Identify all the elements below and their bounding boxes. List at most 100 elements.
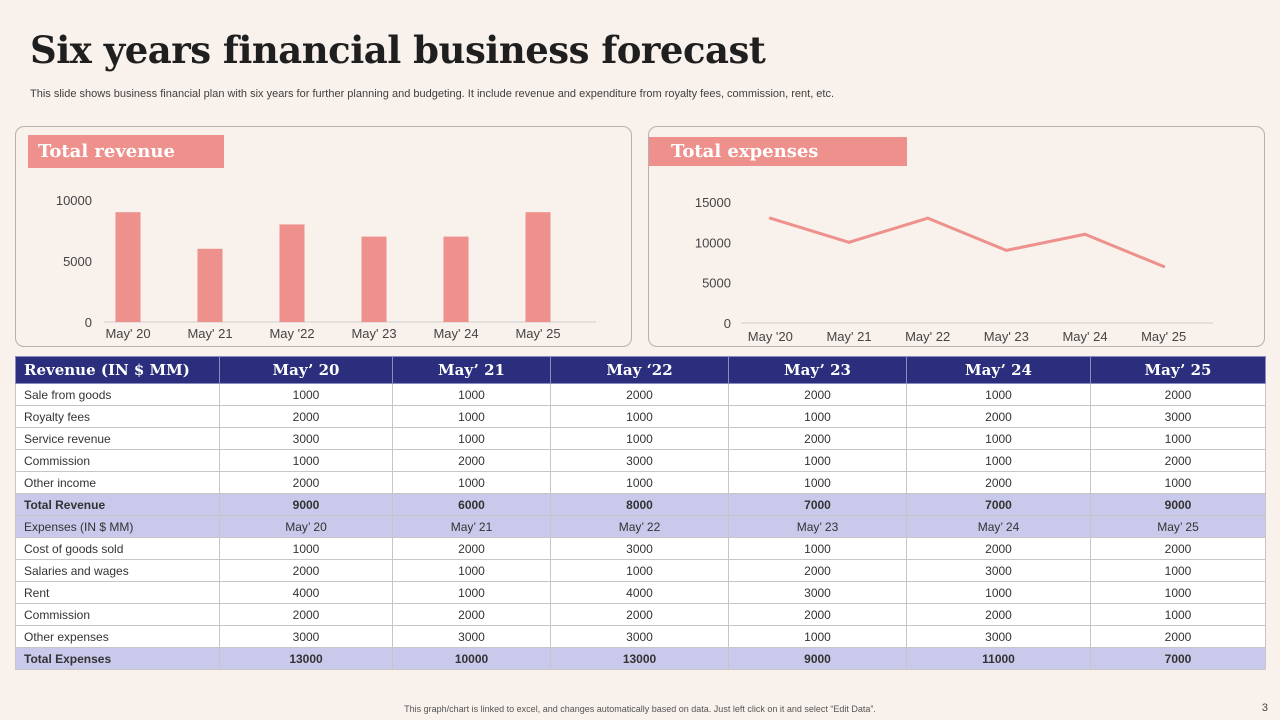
table-cell: 3000 — [219, 625, 393, 648]
table-cell: 2000 — [906, 405, 1091, 428]
table-cell: 1000 — [550, 405, 729, 428]
table-body: Sale from goods 1000 1000 2000 2000 1000 2000 R… — [15, 383, 1266, 670]
table-cell: 2000 — [392, 449, 551, 472]
row-label: Service revenue — [15, 427, 220, 450]
table-cell: 1000 — [219, 383, 393, 406]
table-cell: 3000 — [906, 559, 1091, 582]
table-cell: 2000 — [1090, 383, 1266, 406]
x-tick-label: May' 25 — [1141, 329, 1186, 344]
row-label: Expenses (IN $ MM) — [15, 515, 220, 538]
row-label: Royalty fees — [15, 405, 220, 428]
page-title: Six years financial business forecast — [30, 28, 766, 72]
revenue-chart-panel[interactable]: 0 5000 10000 May' 20 May' 21 May '22 May' 23 Ma… — [15, 126, 632, 347]
table-cell: 1000 — [219, 449, 393, 472]
table-cell: 9000 — [728, 647, 907, 670]
table-cell: May’ 22 — [550, 515, 729, 538]
table-cell: 3000 — [1090, 405, 1266, 428]
table-cell: 4000 — [219, 581, 393, 604]
table-cell: 2000 — [728, 383, 907, 406]
table-cell: 6000 — [392, 493, 551, 516]
table-header-period: May’ 20 — [219, 356, 393, 384]
table-cell: 3000 — [392, 625, 551, 648]
table-cell: May’ 21 — [392, 515, 551, 538]
table-cell: 1000 — [728, 471, 907, 494]
revenue-bar-chart[interactable]: 0 5000 10000 May' 20 May' 21 May '22 May' 23 Ma… — [16, 127, 633, 348]
table-cell: 10000 — [392, 647, 551, 670]
revenue-bar — [279, 224, 305, 322]
table-cell: 8000 — [550, 493, 729, 516]
table-cell: 9000 — [1090, 493, 1266, 516]
table-cell: 1000 — [550, 559, 729, 582]
table-cell: 2000 — [550, 603, 729, 626]
y-tick-label: 10000 — [695, 235, 731, 250]
page-subtitle: This slide shows business financial plan… — [30, 88, 835, 100]
table-header-period: May’ 21 — [392, 356, 551, 384]
x-tick-label: May' 24 — [1062, 329, 1107, 344]
x-tick-label: May' 23 — [984, 329, 1029, 344]
x-tick-label: May' 21 — [826, 329, 871, 344]
table-cell: 7000 — [728, 493, 907, 516]
expenses-line-chart[interactable]: 0 5000 10000 15000 May '20 May' 21 May' 22 May'… — [649, 127, 1266, 348]
expenses-chart-title: Total expenses — [649, 137, 907, 166]
table-header-period: May’ 25 — [1090, 356, 1266, 384]
table-cell: 2000 — [1090, 625, 1266, 648]
table-cell: 1000 — [219, 537, 393, 560]
table-cell: May’ 20 — [219, 515, 393, 538]
table-header-period: May’ 23 — [728, 356, 907, 384]
total-row: Total Revenue 9000 6000 8000 7000 7000 9000 — [15, 493, 1266, 516]
row-label: Rent — [15, 581, 220, 604]
row-label: Commission — [15, 449, 220, 472]
table-cell: 2000 — [392, 603, 551, 626]
table-cell: 2000 — [906, 537, 1091, 560]
table-row: Commission 2000 2000 2000 2000 2000 1000 — [15, 603, 1266, 626]
table-cell: 1000 — [906, 427, 1091, 450]
y-tick-label: 10000 — [56, 193, 92, 208]
table-cell: 2000 — [1090, 537, 1266, 560]
table-cell: 1000 — [1090, 581, 1266, 604]
x-tick-label: May' 24 — [433, 326, 478, 341]
y-tick-label: 15000 — [695, 195, 731, 210]
row-label: Other expenses — [15, 625, 220, 648]
section-header-row: Expenses (IN $ MM) May’ 20 May’ 21 May’ 22 M… — [15, 515, 1266, 538]
table-cell: 3000 — [550, 625, 729, 648]
row-label: Commission — [15, 603, 220, 626]
expenses-chart-panel[interactable]: 0 5000 10000 15000 May '20 May' 21 May' 22 May'… — [648, 126, 1265, 347]
table-cell: 7000 — [906, 493, 1091, 516]
table-cell: 1000 — [906, 581, 1091, 604]
table-cell: 1000 — [1090, 559, 1266, 582]
table-cell: 11000 — [906, 647, 1091, 670]
table-cell: 1000 — [550, 471, 729, 494]
table-cell: 2000 — [219, 603, 393, 626]
row-label: Sale from goods — [15, 383, 220, 406]
table-row: Rent 4000 1000 4000 3000 1000 1000 — [15, 581, 1266, 604]
row-label: Salaries and wages — [15, 559, 220, 582]
table-row: Salaries and wages 2000 1000 1000 2000 3000 10… — [15, 559, 1266, 582]
table-cell: 9000 — [219, 493, 393, 516]
table-header-period: May ‘22 — [550, 356, 729, 384]
table-cell: 2000 — [219, 559, 393, 582]
table-cell: 1000 — [1090, 471, 1266, 494]
table-cell: 7000 — [1090, 647, 1266, 670]
table-header-row: Revenue (IN $ MM) May’ 20 May’ 21 May ‘22 Ma… — [15, 356, 1266, 384]
table-cell: 1000 — [906, 383, 1091, 406]
y-tick-label: 5000 — [63, 254, 92, 269]
table-cell: 1000 — [392, 471, 551, 494]
table-header-period: May’ 24 — [906, 356, 1091, 384]
expenses-point — [1083, 232, 1087, 236]
row-label: Cost of goods sold — [15, 537, 220, 560]
footer-note: This graph/chart is linked to excel, and… — [404, 704, 876, 714]
revenue-bar — [525, 212, 551, 322]
table-cell: 3000 — [906, 625, 1091, 648]
table-cell: 1000 — [392, 427, 551, 450]
table-cell: 1000 — [392, 405, 551, 428]
table-row: Cost of goods sold 1000 2000 3000 1000 2000 20… — [15, 537, 1266, 560]
x-tick-label: May '20 — [748, 329, 793, 344]
table-row: Other expenses 3000 3000 3000 1000 3000 2000 — [15, 625, 1266, 648]
row-label: Other income — [15, 471, 220, 494]
table-cell: 3000 — [550, 537, 729, 560]
table-cell: 1000 — [906, 449, 1091, 472]
table-cell: 3000 — [728, 581, 907, 604]
table-cell: 1000 — [392, 581, 551, 604]
table-header-label: Revenue (IN $ MM) — [15, 356, 220, 384]
table-cell: 3000 — [550, 449, 729, 472]
